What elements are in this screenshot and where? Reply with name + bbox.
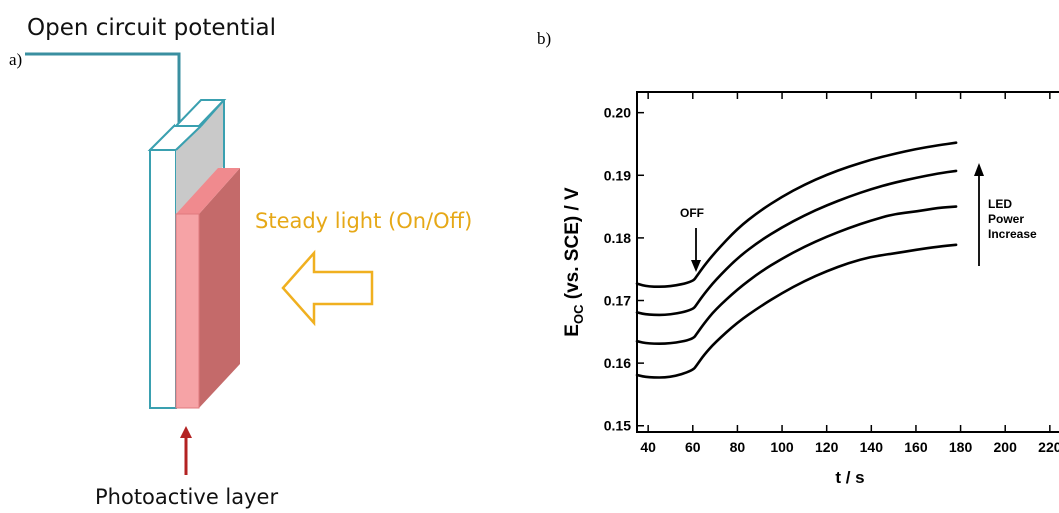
x-tick-label: 220 [1038,439,1059,455]
series-line-4 [635,243,958,379]
y-tick-label: 0.17 [604,293,631,309]
x-tick-label: 60 [685,439,701,455]
x-tick-label: 40 [640,439,656,455]
x-tick-label: 200 [994,439,1018,455]
up-arrow-icon [180,426,192,438]
off-label: OFF [680,206,704,220]
led-label-line1: LED [988,197,1012,211]
y-tick-label: 0.15 [604,418,631,434]
photoactive-layer-front [175,213,200,409]
panel-a: a) Open circuit potential Steady light (… [9,15,472,509]
photoactive-layer-top [176,168,240,214]
led-label-line2: Power [988,212,1024,226]
x-tick-label: 180 [949,439,973,455]
panel-b: b) 0.15 0.16 0.17 0.18 0.19 0.20 40 60 80 100 120… [537,29,1059,487]
up-arrow-icon [974,163,984,176]
light-arrow-icon [281,249,374,327]
wire-line [25,52,181,126]
series-line-2 [635,169,958,317]
photoactive-layer-side [199,168,240,408]
panel-b-label: b) [537,29,551,48]
series-line-1 [635,141,958,289]
panel-a-label: a) [9,50,22,69]
open-circuit-potential-label: Open circuit potential [27,15,276,41]
x-axis-label: t / s [835,468,864,487]
x-tick-label: 80 [730,439,746,455]
conductive-coating [176,100,224,214]
y-axis-label: EOC (vs. SCE) / V [562,187,586,337]
electrode-front-face [149,149,177,409]
series-line-3 [635,205,958,346]
led-label-line3: Increase [988,227,1037,241]
x-tick-label: 160 [904,439,928,455]
down-arrow-icon [691,260,701,272]
y-tick-label: 0.18 [604,230,631,246]
x-tick-label: 140 [860,439,884,455]
x-tick-label: 120 [815,439,839,455]
photoactive-layer-label: Photoactive layer [95,485,278,509]
x-tick-label: 100 [770,439,794,455]
steady-light-label: Steady light (On/Off) [255,209,472,233]
y-tick-label: 0.16 [604,355,631,371]
y-tick-label: 0.20 [604,105,631,121]
x-axis: 40 60 80 100 120 140 160 180 200 220 [640,92,1059,455]
y-tick-label: 0.19 [604,167,631,183]
y-axis: 0.15 0.16 0.17 0.18 0.19 0.20 [604,105,644,434]
plot-frame [636,91,1059,433]
series-layer [635,141,958,379]
